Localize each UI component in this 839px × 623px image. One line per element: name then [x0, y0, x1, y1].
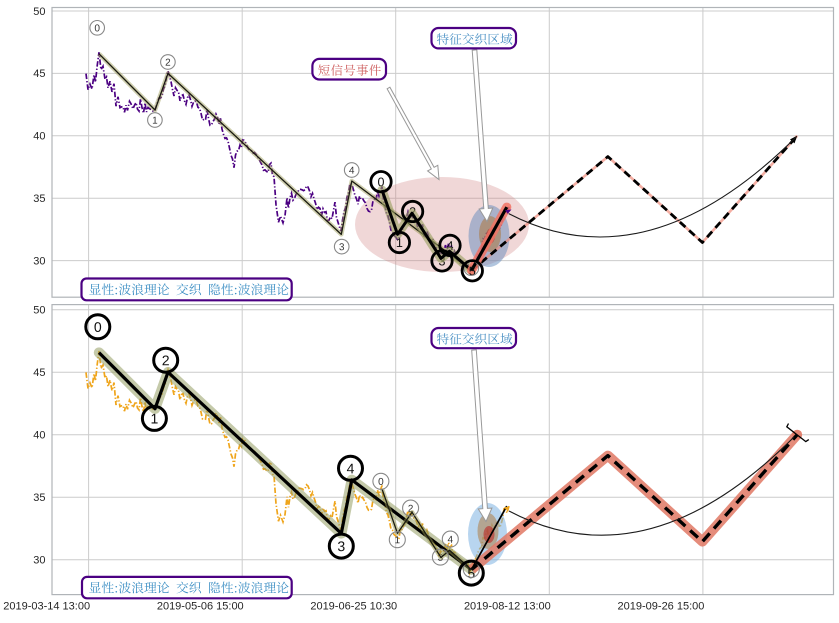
svg-text:2019-05-06 15:00: 2019-05-06 15:00 — [157, 601, 244, 613]
svg-text:45: 45 — [33, 367, 45, 379]
svg-text:40: 40 — [33, 131, 45, 143]
svg-text:2019-06-25 10:30: 2019-06-25 10:30 — [310, 601, 397, 613]
svg-text:45: 45 — [33, 68, 45, 80]
svg-text:35: 35 — [33, 492, 45, 504]
svg-text:30: 30 — [33, 555, 45, 567]
svg-text:2019-03-14 13:00: 2019-03-14 13:00 — [3, 601, 90, 613]
svg-text:50: 50 — [33, 6, 45, 18]
svg-text:2019-08-12 13:00: 2019-08-12 13:00 — [464, 601, 551, 613]
svg-text:30: 30 — [33, 255, 45, 267]
svg-text:2019-09-26 15:00: 2019-09-26 15:00 — [618, 601, 705, 613]
svg-text:35: 35 — [33, 193, 45, 205]
svg-text:40: 40 — [33, 430, 45, 442]
svg-text:50: 50 — [33, 305, 45, 317]
